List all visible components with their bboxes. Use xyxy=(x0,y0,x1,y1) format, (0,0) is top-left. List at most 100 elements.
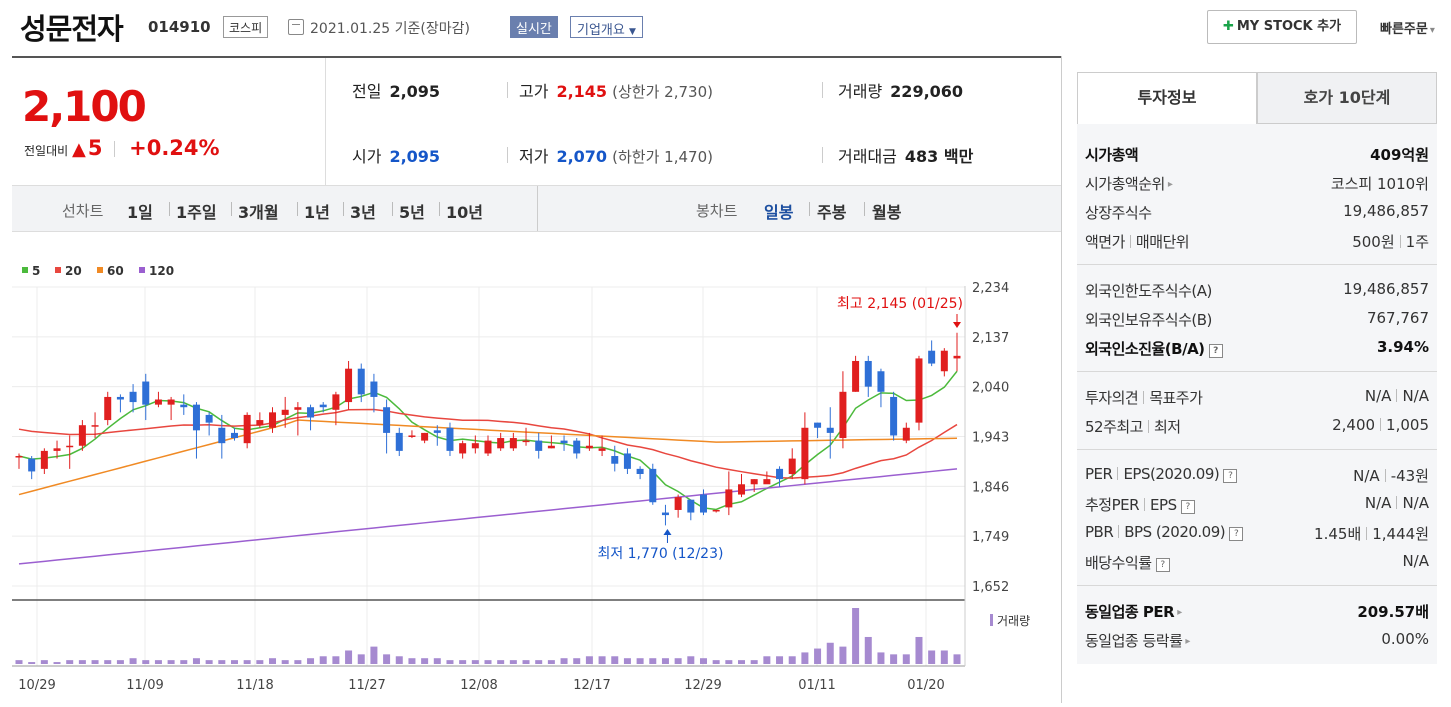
volume-bar-40 xyxy=(522,660,530,664)
add-mystock-button[interactable]: ✚ MY STOCK 추가 xyxy=(1207,10,1357,44)
company-overview-label: 기업개요 xyxy=(577,23,625,38)
candle-body-70 xyxy=(902,427,910,441)
help-icon[interactable]: ? xyxy=(1223,469,1238,483)
info-label-text: 배당수익률 xyxy=(1085,554,1152,572)
candle-body-29 xyxy=(383,407,391,433)
candle-period-2[interactable]: 월봉 xyxy=(872,203,902,222)
candle-body-37 xyxy=(484,440,492,454)
candle-body-39 xyxy=(509,438,517,449)
info-value: 1.45배 1,444원 xyxy=(1314,523,1429,544)
info-label-2: 목표주가 xyxy=(1149,389,1203,407)
chart-period-bar: 선차트 1일 1주일 3개월 1년 3년 5년 10년 봉차트 일봉 주봉 월봉 xyxy=(12,185,1061,232)
info-value: N/A N/A xyxy=(1365,494,1429,512)
tab-order-book[interactable]: 호가 10단계 xyxy=(1257,72,1437,124)
x-tick-5: 12/17 xyxy=(573,678,610,693)
section-divider xyxy=(1077,371,1437,372)
period-1[interactable]: 1주일 xyxy=(176,203,217,222)
candle-body-21 xyxy=(281,409,289,415)
volume-bar-60 xyxy=(776,656,784,664)
candle-period-0[interactable]: 일봉 xyxy=(764,203,794,222)
info-row-3: 액면가 매매단위 500원 1주 xyxy=(1085,227,1429,255)
candle-body-47 xyxy=(611,456,619,464)
info-row-1: 시가총액순위 코스피 1010위 xyxy=(1085,169,1429,197)
candle-body-14 xyxy=(192,404,200,431)
info-label-1: 52주최고 xyxy=(1085,418,1144,436)
candle-body-17 xyxy=(230,432,238,439)
help-icon[interactable]: ? xyxy=(1180,500,1195,514)
candle-body-3 xyxy=(53,448,61,451)
ma-line-60 xyxy=(18,419,958,496)
candle-body-53 xyxy=(687,499,695,513)
candle-body-18 xyxy=(243,414,251,444)
help-icon[interactable]: ? xyxy=(1155,558,1170,572)
volume-bar-4 xyxy=(66,660,74,664)
legend-label-20: 20 xyxy=(65,264,82,278)
volume-bar-46 xyxy=(598,656,606,664)
info-label: PBR BPS (2020.09)? xyxy=(1085,523,1244,541)
info-label: 52주최고 최저 xyxy=(1085,416,1181,437)
candle-body-51 xyxy=(661,512,669,516)
stock-code: 014910 xyxy=(148,18,211,36)
info-label-text[interactable]: 시가총액순위 xyxy=(1085,175,1172,193)
period-6[interactable]: 10년 xyxy=(446,203,483,222)
info-value-1: 2,400 xyxy=(1332,416,1376,434)
candle-body-13 xyxy=(180,404,188,408)
quick-order-menu[interactable]: 빠른주문 xyxy=(1380,18,1435,37)
period-2[interactable]: 3개월 xyxy=(238,203,279,222)
info-label-text: 외국인소진율(B/A) xyxy=(1085,340,1205,358)
info-row-5: 외국인보유주식수(B) 767,767 xyxy=(1085,305,1429,333)
info-label-text: 상장주식수 xyxy=(1085,204,1152,222)
x-tick-1: 11/09 xyxy=(126,678,163,693)
volume-bar-27 xyxy=(357,654,365,664)
period-3[interactable]: 1년 xyxy=(304,203,330,222)
info-value: 2,400 1,005 xyxy=(1332,416,1429,434)
period-5[interactable]: 5년 xyxy=(399,203,425,222)
candle-body-41 xyxy=(535,440,543,451)
info-value-1: N/A xyxy=(1364,494,1392,512)
volume-bar-8 xyxy=(116,660,124,664)
volume-bar-73 xyxy=(940,650,948,664)
candle-body-30 xyxy=(395,432,403,451)
candle-body-5 xyxy=(78,425,86,446)
candlestick-chart[interactable]: 5 20 60 120 2,234 2,137 2,040 1,943 1,846 1,749 1,… xyxy=(12,256,1061,703)
volume-bar-45 xyxy=(585,656,593,664)
candle-body-55 xyxy=(712,509,720,512)
realtime-button[interactable]: 실시간 xyxy=(510,16,558,38)
low-price: 저가 2,070 (하한가 1,470) xyxy=(519,147,713,166)
candle-body-50 xyxy=(649,468,657,503)
period-0[interactable]: 1일 xyxy=(127,203,153,222)
volume-bar-70 xyxy=(902,654,910,664)
volume-bar-57 xyxy=(738,660,746,664)
help-icon[interactable]: ? xyxy=(1208,344,1223,358)
candle-body-11 xyxy=(154,399,162,405)
period-4[interactable]: 3년 xyxy=(350,203,376,222)
candle-body-57 xyxy=(738,484,746,495)
volume-bar-9 xyxy=(129,658,137,664)
volume-bar-58 xyxy=(750,660,758,664)
info-label-text[interactable]: 동일업종 등락률 xyxy=(1085,632,1190,650)
volume-bar-32 xyxy=(421,658,429,664)
candle-period-1[interactable]: 주봉 xyxy=(817,203,847,222)
help-icon[interactable]: ? xyxy=(1229,527,1244,541)
volume-bar-50 xyxy=(649,658,657,664)
volume-bar-47 xyxy=(611,656,619,664)
info-value-2: 1,444원 xyxy=(1372,525,1429,543)
calendar-icon xyxy=(288,19,304,35)
candle-body-0 xyxy=(15,456,23,458)
volume-bar-30 xyxy=(395,656,403,664)
info-value: 19,486,857 xyxy=(1343,202,1429,220)
volume-bar-28 xyxy=(370,646,378,664)
tab-investment-info[interactable]: 투자정보 xyxy=(1077,72,1257,124)
y-tick-3: 1,943 xyxy=(972,431,1009,446)
candle-body-59 xyxy=(763,479,771,485)
volume-bar-37 xyxy=(484,660,492,664)
company-overview-dropdown[interactable]: 기업개요 ▼ xyxy=(570,16,643,38)
candle-body-31 xyxy=(408,435,416,437)
volume-bar-22 xyxy=(294,660,302,664)
price-chart[interactable]: 5 20 60 120 2,234 2,137 2,040 1,943 1,846 1,749 1,… xyxy=(12,256,1061,703)
info-label-text[interactable]: 동일업종 PER xyxy=(1085,603,1182,621)
candle-body-38 xyxy=(497,438,505,449)
legend-label-120: 120 xyxy=(149,264,174,278)
market-badge: 코스피 xyxy=(223,16,269,38)
volume-bar-1 xyxy=(28,662,36,664)
